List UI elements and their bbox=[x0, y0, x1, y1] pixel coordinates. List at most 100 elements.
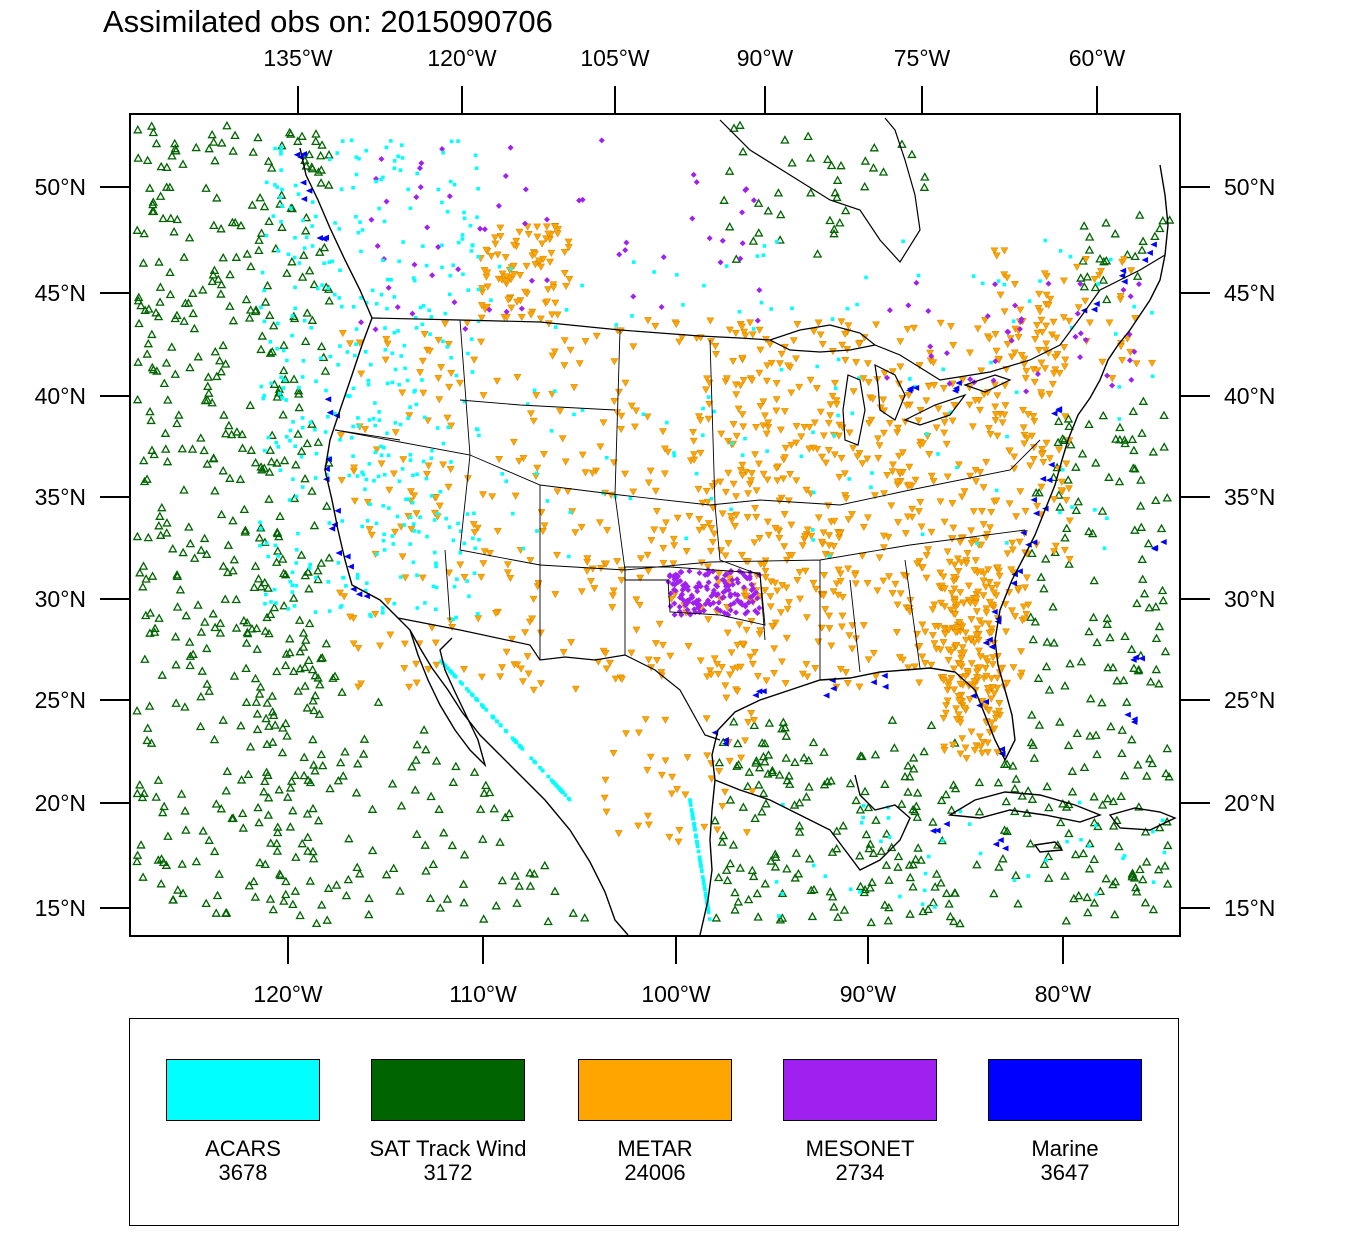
sat-wind-marker bbox=[1036, 572, 1046, 581]
acars-marker bbox=[702, 881, 706, 886]
sat-wind-marker bbox=[204, 835, 214, 844]
metar-marker bbox=[439, 461, 448, 469]
pacific-coastline bbox=[299, 147, 629, 936]
metar-marker bbox=[496, 673, 505, 681]
acars-marker bbox=[554, 325, 558, 329]
sat-wind-marker bbox=[247, 624, 257, 633]
mesonet-marker bbox=[693, 179, 700, 186]
metar-marker bbox=[346, 340, 354, 348]
mesonet-marker bbox=[727, 601, 734, 608]
metar-marker bbox=[698, 499, 707, 507]
metar-marker bbox=[972, 595, 981, 603]
acars-marker bbox=[981, 281, 985, 286]
sat-wind-marker bbox=[260, 297, 271, 306]
acars-marker bbox=[926, 854, 931, 859]
sat-wind-marker bbox=[242, 617, 252, 627]
mesonet-marker bbox=[737, 255, 744, 262]
acars-marker bbox=[319, 356, 323, 360]
sat-wind-marker bbox=[166, 213, 176, 222]
sat-wind-marker bbox=[945, 911, 956, 921]
metar-marker bbox=[855, 340, 863, 348]
sat-wind-marker bbox=[142, 735, 152, 745]
acars-marker bbox=[313, 610, 318, 615]
metar-marker bbox=[391, 528, 399, 536]
mesonet-marker bbox=[742, 610, 749, 617]
acars-marker bbox=[258, 526, 263, 531]
marine-marker bbox=[1039, 475, 1047, 482]
sat-wind-marker bbox=[158, 807, 168, 817]
acars-marker bbox=[296, 531, 300, 536]
sat-wind-marker bbox=[156, 878, 166, 888]
acars-marker bbox=[451, 538, 456, 543]
metar-marker bbox=[805, 445, 814, 453]
metar-marker bbox=[357, 370, 366, 378]
metar-marker bbox=[357, 680, 366, 688]
metar-marker bbox=[412, 510, 421, 518]
metar-marker bbox=[982, 458, 991, 467]
sat-wind-marker bbox=[254, 245, 264, 254]
sat-wind-marker bbox=[1017, 791, 1027, 800]
metar-marker bbox=[515, 228, 524, 236]
metar-marker bbox=[583, 567, 592, 575]
acars-marker bbox=[345, 393, 350, 398]
sat-wind-marker bbox=[132, 856, 142, 866]
acars-marker bbox=[701, 406, 705, 411]
metar-marker bbox=[1074, 304, 1083, 312]
metar-marker bbox=[601, 650, 610, 658]
sat-wind-marker bbox=[143, 338, 154, 348]
mesonet-marker bbox=[660, 254, 667, 261]
sat-wind-marker bbox=[331, 880, 342, 889]
metar-marker bbox=[383, 340, 392, 348]
metar-marker bbox=[609, 750, 618, 758]
metar-marker bbox=[952, 705, 961, 713]
legend-label-marine: Marine bbox=[1031, 1136, 1099, 1161]
mesonet-marker bbox=[946, 380, 953, 387]
metar-marker bbox=[965, 696, 974, 704]
metar-marker bbox=[925, 451, 934, 459]
mesonet-marker bbox=[705, 569, 712, 576]
metar-marker bbox=[859, 523, 868, 532]
mesonet-marker bbox=[676, 603, 683, 610]
marine-marker bbox=[335, 549, 343, 556]
metar-marker bbox=[946, 606, 955, 614]
metar-marker bbox=[675, 826, 684, 835]
mesonet-marker bbox=[696, 570, 703, 577]
sat-wind-marker bbox=[311, 136, 321, 145]
sat-wind-marker bbox=[255, 682, 266, 691]
acars-marker bbox=[351, 454, 355, 458]
sat-wind-marker bbox=[201, 183, 211, 192]
acars-marker bbox=[327, 609, 332, 613]
sat-wind-marker bbox=[718, 737, 728, 747]
sat-wind-marker bbox=[744, 767, 755, 776]
metar-marker bbox=[599, 419, 608, 427]
metar-marker bbox=[724, 469, 733, 477]
sat-wind-marker bbox=[568, 908, 578, 917]
marine-marker bbox=[955, 379, 962, 386]
acars-marker bbox=[304, 235, 309, 240]
metar-marker bbox=[759, 422, 768, 430]
acars-marker bbox=[692, 822, 696, 826]
metar-marker bbox=[760, 412, 769, 420]
marine-marker bbox=[991, 608, 998, 615]
metar-marker bbox=[726, 671, 734, 679]
mesonet-marker bbox=[729, 581, 736, 588]
metar-marker bbox=[1081, 297, 1090, 305]
sat-wind-marker bbox=[484, 787, 495, 797]
acars-marker bbox=[425, 534, 429, 539]
acars-marker bbox=[456, 521, 460, 526]
acars-marker bbox=[1150, 374, 1155, 379]
metar-marker bbox=[964, 582, 973, 590]
metar-marker bbox=[434, 375, 443, 383]
acars-marker bbox=[399, 575, 403, 579]
sat-wind-marker bbox=[299, 250, 309, 259]
metar-marker bbox=[986, 431, 995, 439]
metar-marker bbox=[529, 595, 538, 604]
marine-marker bbox=[1150, 241, 1157, 248]
sat-wind-marker bbox=[264, 467, 275, 476]
mesonet-marker bbox=[1004, 328, 1011, 335]
metar-marker bbox=[849, 388, 858, 396]
acars-marker bbox=[532, 759, 537, 764]
acars-marker bbox=[336, 362, 340, 367]
sat-wind-marker bbox=[254, 689, 265, 698]
mesonet-marker bbox=[756, 605, 763, 612]
